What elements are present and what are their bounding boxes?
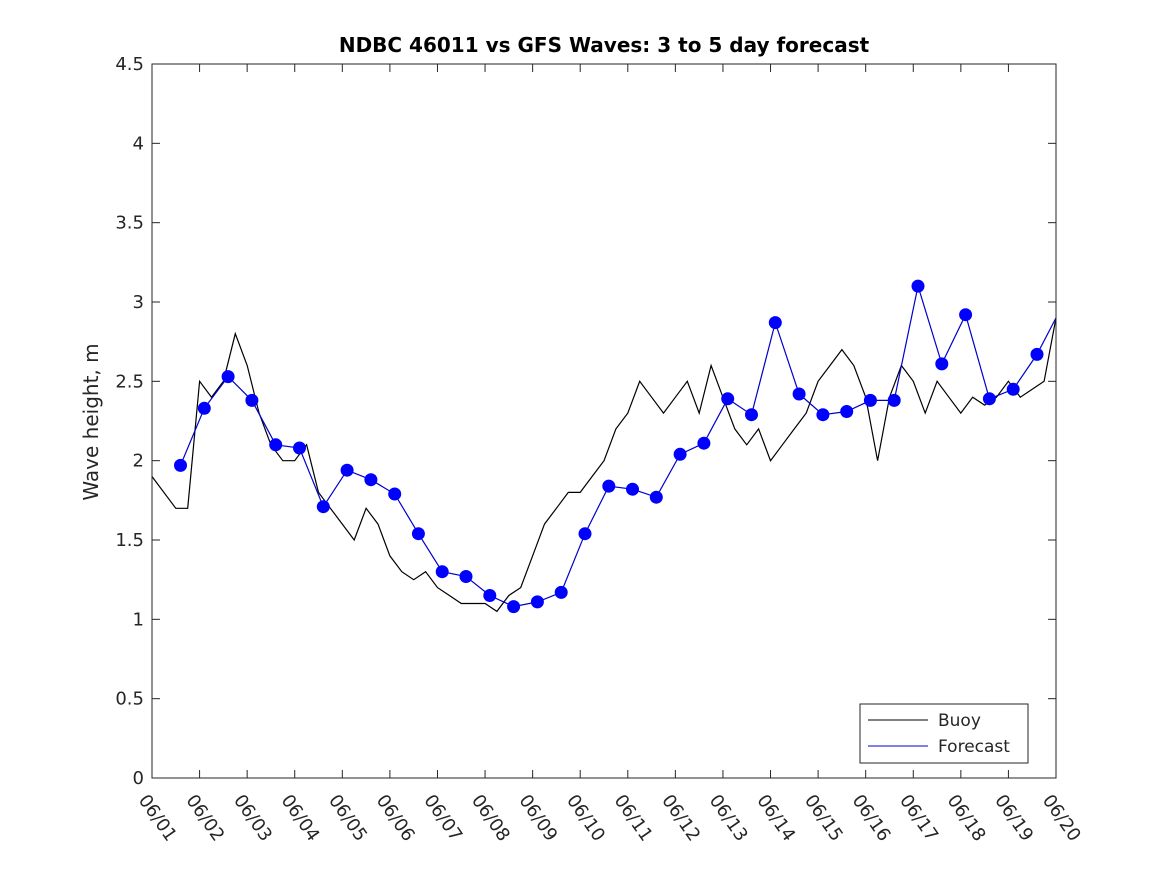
legend: Buoy Forecast xyxy=(859,703,1029,764)
forecast-point xyxy=(911,279,925,293)
forecast-point xyxy=(197,401,211,415)
axes-box xyxy=(151,63,1057,779)
y-tick-label: 4 xyxy=(133,133,144,154)
forecast-point xyxy=(697,436,711,450)
plot-area xyxy=(151,279,1057,614)
forecast-point xyxy=(411,527,425,541)
forecast-point xyxy=(269,438,283,452)
forecast-point xyxy=(816,408,830,422)
forecast-point xyxy=(626,482,639,496)
forecast-point xyxy=(1030,347,1044,361)
y-tick-label: 0.5 xyxy=(115,689,144,710)
series-line-buoy xyxy=(151,317,1057,613)
y-tick-label: 0 xyxy=(133,768,144,789)
forecast-point xyxy=(435,565,449,579)
y-tick-label: 4.5 xyxy=(115,54,144,75)
y-tick-label: 1.5 xyxy=(115,530,144,551)
forecast-point xyxy=(388,487,402,501)
forecast-point xyxy=(578,527,592,541)
y-tick-label: 1 xyxy=(133,609,144,630)
y-tick-label: 3 xyxy=(133,292,144,313)
forecast-point xyxy=(459,570,473,583)
forecast-point xyxy=(792,387,806,401)
legend-label-forecast: Forecast xyxy=(938,737,1010,757)
forecast-point xyxy=(221,370,235,384)
forecast-point xyxy=(316,500,330,514)
series-line-forecast xyxy=(179,285,1057,608)
forecast-point xyxy=(483,589,497,602)
forecast-point xyxy=(649,490,663,504)
forecast-point xyxy=(887,393,901,407)
forecast-point xyxy=(721,392,735,406)
forecast-point xyxy=(745,408,758,422)
forecast-point xyxy=(340,463,354,477)
y-tick-label: 2.5 xyxy=(115,371,144,392)
forecast-point xyxy=(602,479,616,493)
legend-box xyxy=(859,703,1029,764)
forecast-point xyxy=(174,458,187,472)
forecast-point xyxy=(1006,382,1020,396)
forecast-point xyxy=(554,585,568,599)
forecast-point xyxy=(840,405,854,418)
forecast-point xyxy=(530,595,544,609)
forecast-point xyxy=(768,316,782,330)
chart-title: NDBC 46011 vs GFS Waves: 3 to 5 day fore… xyxy=(339,33,870,57)
forecast-point xyxy=(935,357,949,371)
forecast-point xyxy=(982,392,996,406)
forecast-point xyxy=(293,441,306,455)
y-tick-label: 2 xyxy=(133,451,144,472)
forecast-point xyxy=(673,447,687,461)
forecast-point xyxy=(364,473,378,487)
legend-label-buoy: Buoy xyxy=(938,711,981,731)
forecast-point xyxy=(863,393,877,407)
forecast-point xyxy=(507,600,521,614)
y-tick-label: 3.5 xyxy=(115,213,144,234)
forecast-point xyxy=(245,393,259,407)
y-axis-label: Wave height, m xyxy=(79,343,103,500)
forecast-point xyxy=(959,308,973,322)
